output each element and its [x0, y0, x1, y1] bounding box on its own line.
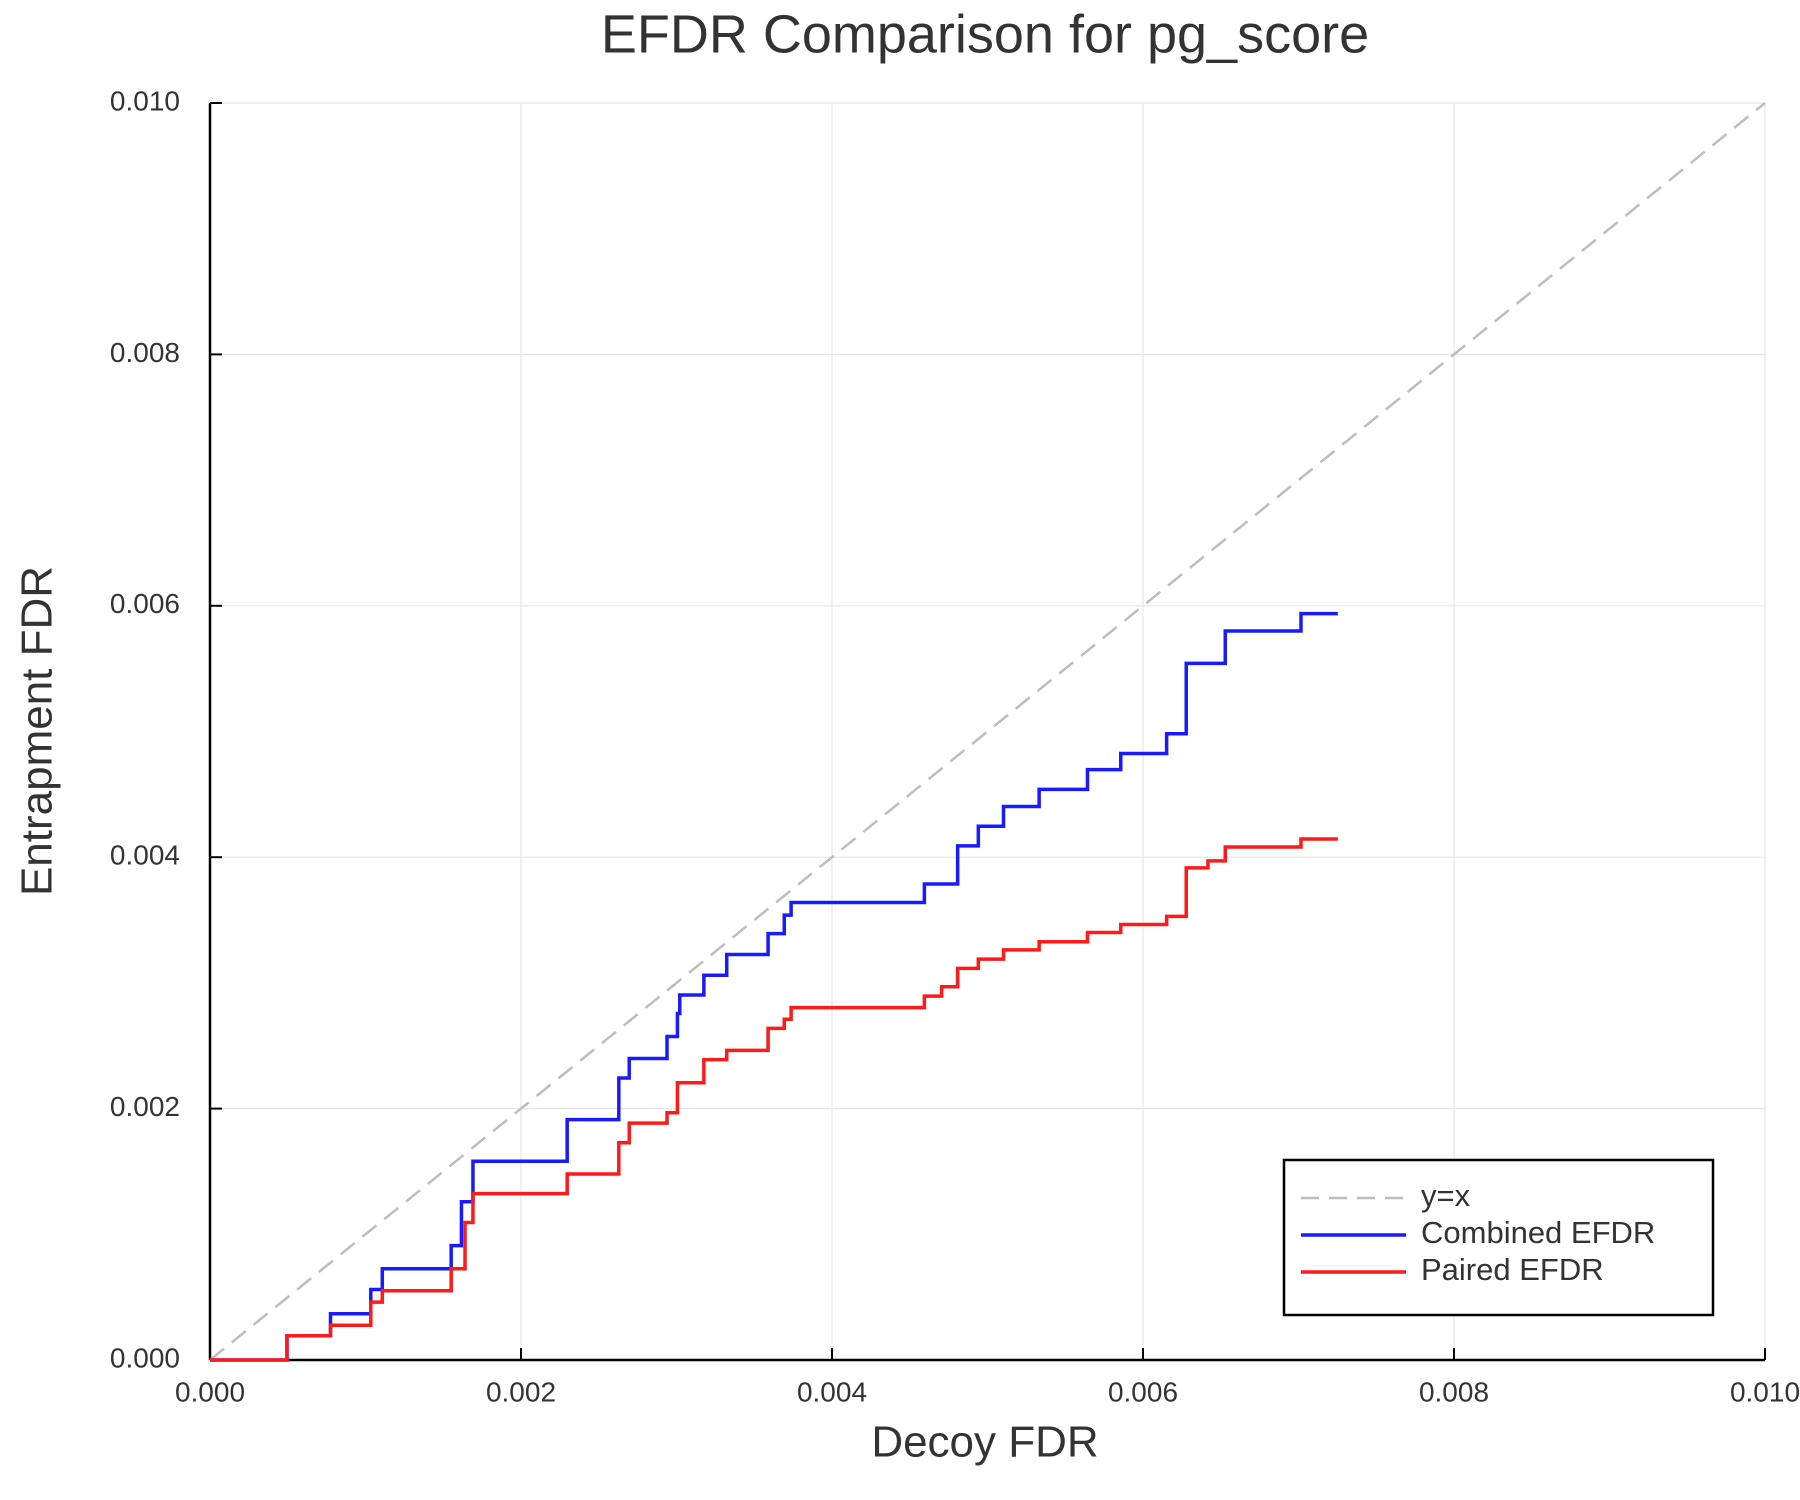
- chart-title: EFDR Comparison for pg_score: [601, 4, 1369, 64]
- series-line: [209, 102, 1766, 1361]
- legend-label: Combined EFDR: [1421, 1215, 1655, 1250]
- x-tick-label: 0.004: [797, 1376, 867, 1407]
- legend-label: Paired EFDR: [1421, 1252, 1604, 1287]
- y-tick-label: 0.006: [110, 588, 180, 619]
- y-tick-label: 0.008: [110, 337, 180, 368]
- x-tick-label: 0.000: [175, 1376, 245, 1407]
- x-tick-label: 0.008: [1419, 1376, 1489, 1407]
- y-tick-label: 0.000: [110, 1342, 180, 1373]
- y-tick-label: 0.010: [110, 85, 180, 116]
- legend-box: [1282, 1158, 1715, 1317]
- y-tick-label: 0.002: [110, 1091, 180, 1122]
- y-tick-label: 0.004: [110, 840, 180, 871]
- x-tick-label: 0.006: [1108, 1376, 1178, 1407]
- x-tick-label: 0.010: [1730, 1376, 1800, 1407]
- series-line: [210, 611, 1338, 1362]
- series-line: [210, 837, 1338, 1362]
- x-tick-label: 0.002: [486, 1376, 556, 1407]
- legend-label: y=x: [1421, 1178, 1471, 1213]
- x-axis-label: Decoy FDR: [871, 1418, 1098, 1467]
- y-axis-label: Entrapment FDR: [13, 566, 62, 896]
